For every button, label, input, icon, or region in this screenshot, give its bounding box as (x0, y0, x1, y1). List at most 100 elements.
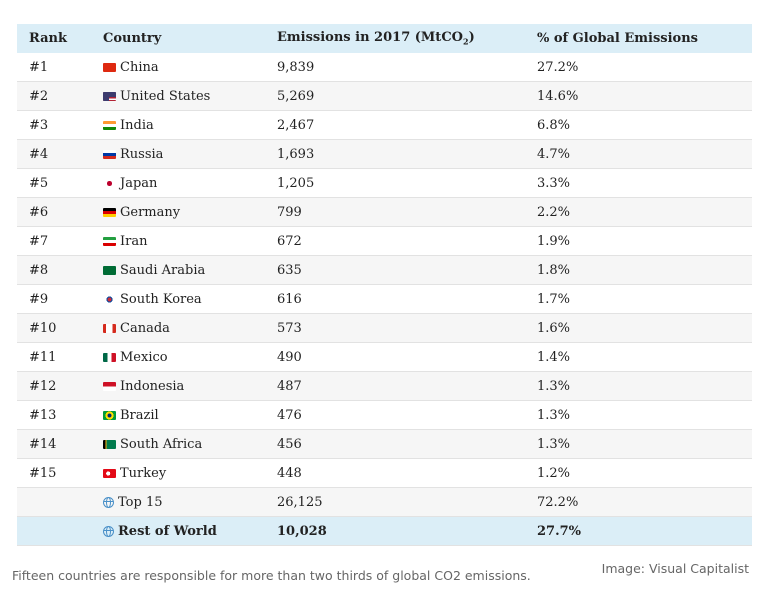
table-row: #2 United States 5,269 14.6% (17, 81, 752, 111)
header-country: Country (103, 31, 162, 46)
emissions-cell: 672 (277, 233, 302, 249)
table-header-row: Rank Country Emissions in 2017 (MtCO2) %… (17, 24, 752, 53)
country-cell: Top 15 (91, 488, 265, 517)
brazil-flag-icon (103, 410, 116, 420)
header-emissions-close: ) (468, 30, 475, 46)
share-cell: 2.2% (537, 204, 571, 220)
top-15-row: Top 15 26,125 72.2% (17, 487, 752, 517)
rank-cell: #6 (29, 204, 49, 220)
country-cell-text: Saudi Arabia (120, 262, 206, 278)
iran-flag-icon (103, 236, 116, 246)
country-cell-text: India (120, 117, 154, 133)
saudi-arabia-flag-icon (103, 265, 116, 275)
header-share: % of Global Emissions (537, 31, 698, 46)
mexico-flag-icon (103, 352, 116, 362)
country-cell-text: Indonesia (120, 378, 185, 394)
rank-cell: #7 (29, 233, 49, 249)
emissions-cell: 573 (277, 320, 302, 336)
emissions-table: Rank Country Emissions in 2017 (MtCO2) %… (17, 24, 752, 546)
header-rank: Rank (29, 31, 67, 46)
rank-cell: #4 (29, 146, 49, 162)
share-cell: 1.8% (537, 262, 571, 278)
emissions-cell: 490 (277, 349, 302, 365)
country-cell: Germany (91, 198, 265, 227)
country-cell-text: Russia (120, 146, 164, 162)
table-row: #15 Turkey 448 1.2% (17, 459, 752, 488)
emissions-cell: 1,693 (277, 146, 315, 162)
caption: Fifteen countries are responsible for mo… (12, 568, 531, 583)
table-row: #1 China 9,839 27.2% (17, 53, 752, 82)
share-cell: 1.2% (537, 465, 571, 481)
globe-icon (103, 496, 114, 508)
country-cell: Saudi Arabia (91, 256, 265, 285)
share-cell: 1.3% (537, 407, 571, 423)
country-cell-text: Mexico (120, 349, 168, 365)
table-row: #6 Germany 799 2.2% (17, 197, 752, 227)
share-cell: 1.6% (537, 320, 571, 336)
table-row: #12 Indonesia 487 1.3% (17, 371, 752, 401)
emissions-cell: 10,028 (265, 516, 525, 546)
table-row: #10 Canada 573 1.6% (17, 313, 752, 343)
germany-flag-icon (103, 207, 116, 217)
share-cell: 72.2% (537, 494, 579, 510)
rank-cell: #11 (29, 349, 57, 365)
share-cell: 1.7% (537, 291, 571, 307)
rank-cell: #3 (29, 117, 49, 133)
country-cell: United States (91, 82, 265, 111)
emissions-cell: 635 (277, 262, 302, 278)
united-states-flag-icon (103, 91, 116, 101)
india-flag-icon (103, 120, 116, 130)
emissions-cell: 9,839 (277, 59, 315, 75)
image-credit: Image: Visual Capitalist (601, 561, 749, 576)
rank-cell: #8 (29, 262, 49, 278)
rank-cell: #15 (29, 465, 57, 481)
country-cell-text: China (120, 59, 159, 75)
country-cell: Canada (91, 314, 265, 343)
rank-cell: #5 (29, 175, 49, 191)
rank-cell: #12 (29, 378, 57, 394)
table-row: #13 Brazil 476 1.3% (17, 401, 752, 430)
rank-cell: #1 (29, 59, 49, 75)
rank-cell: #10 (29, 320, 57, 336)
share-cell: 1.3% (537, 436, 571, 452)
country-cell: Russia (91, 140, 265, 169)
country-cell-text: Brazil (120, 407, 159, 423)
south-africa-flag-icon (103, 439, 116, 449)
emissions-cell: 5,269 (277, 88, 315, 104)
share-cell: 1.4% (537, 349, 571, 365)
table-row: #7 Iran 672 1.9% (17, 227, 752, 256)
country-cell: Iran (91, 227, 265, 256)
emissions-cell: 1,205 (277, 175, 315, 191)
country-cell-text: South Africa (120, 436, 203, 452)
emissions-cell: 616 (277, 291, 302, 307)
table-row: #14 South Africa 456 1.3% (17, 429, 752, 459)
globe-icon (103, 525, 114, 537)
country-cell: India (91, 111, 265, 140)
header-emissions-text: Emissions in 2017 (MtCO (277, 30, 463, 46)
share-cell: 4.7% (537, 146, 571, 162)
country-cell: Rest of World (91, 516, 265, 546)
rank-cell: #13 (29, 407, 57, 423)
emissions-cell: 799 (277, 204, 302, 220)
share-cell: 3.3% (537, 175, 571, 191)
country-cell-text: Turkey (120, 465, 167, 481)
country-cell-text: Canada (120, 320, 170, 336)
rank-cell: #2 (29, 88, 49, 104)
country-cell-text: South Korea (120, 291, 202, 307)
share-cell: 1.3% (537, 378, 571, 394)
country-cell: China (91, 53, 265, 82)
rank-cell: #9 (29, 291, 49, 307)
share-cell: 27.7% (525, 516, 752, 546)
country-cell-text: United States (120, 88, 211, 104)
table-row: #11 Mexico 490 1.4% (17, 343, 752, 372)
emissions-cell: 2,467 (277, 117, 315, 133)
turkey-flag-icon (103, 468, 116, 478)
table-row: #8 Saudi Arabia 635 1.8% (17, 255, 752, 285)
japan-flag-icon (103, 178, 116, 188)
country-cell: Turkey (91, 459, 265, 488)
emissions-cell: 476 (277, 407, 302, 423)
emissions-cell: 487 (277, 378, 302, 394)
share-cell: 6.8% (537, 117, 571, 133)
country-cell: South Africa (91, 430, 265, 459)
country-cell-text: Iran (120, 233, 148, 249)
